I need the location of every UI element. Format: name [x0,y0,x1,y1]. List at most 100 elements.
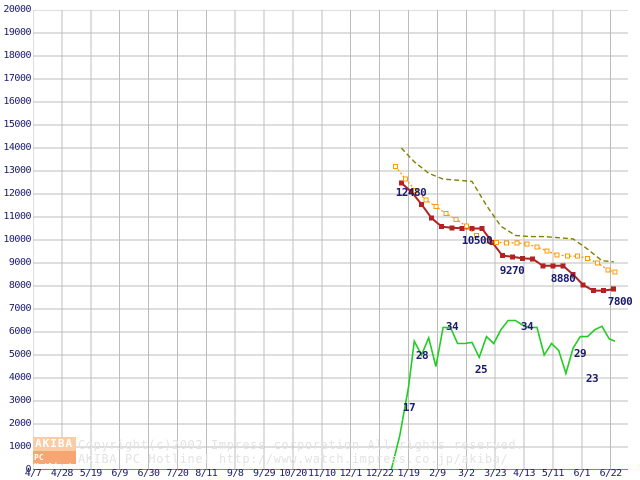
x-tick-label: 12/22 [365,468,394,479]
red-marker [590,288,596,294]
orange-marker [612,269,618,275]
red-marker [560,263,566,269]
x-tick-label: 7/20 [166,468,189,479]
y-tick-label: 20000 [3,4,31,15]
orange-marker [504,240,510,246]
y-tick-label: 1000 [8,441,32,452]
red-marker [509,254,515,260]
x-axis-tick-labels: 4/7 4/28 5/19 6/9 6/30 7/20 8/11 9/8 9/29 10/20 11… [0,468,640,480]
y-tick-label: 12000 [3,188,31,199]
red-marker [600,288,606,294]
y-axis-tick-labels: 0 1000 2000 3000 4000 5000 6000 7000 8000 9000 100… [0,0,31,480]
x-tick-label: 1/19 [397,468,420,479]
orange-marker [534,244,540,250]
x-tick-label: 6/22 [599,468,623,479]
y-tick-label: 13000 [3,165,31,176]
x-tick-label: 2/9 [429,468,446,479]
orange-marker [564,253,570,259]
y-tick-label: 4000 [8,372,32,383]
y-tick-label: 2000 [8,418,32,429]
grid-lines [33,10,628,470]
red-marker [418,201,424,207]
orange-marker [524,241,530,247]
orange-marker [544,248,550,254]
red-marker [520,255,526,261]
x-tick-label: 3/2 [457,468,475,479]
data-point-label: 17 [402,401,416,414]
orange-marker [585,255,591,261]
data-series [390,147,618,470]
red-marker [459,225,465,231]
y-tick-label: 11000 [3,211,31,222]
y-tick-label: 0 [25,464,31,475]
x-tick-label: 4/7 [24,468,42,479]
y-tick-label: 9000 [8,257,32,268]
olive-dashed-line [400,147,614,263]
y-tick-label: 17000 [3,73,31,84]
orange-marker [605,267,611,273]
orange-marker [483,238,489,244]
x-tick-label: 5/19 [79,468,103,479]
data-point-label: 10500 [461,234,493,247]
y-tick-label: 8000 [8,280,32,291]
data-point-label: 34 [445,320,459,333]
red-marker [530,256,536,262]
red-marker [449,225,455,231]
y-tick-label: 6000 [8,326,32,337]
x-tick-label: 12/1 [339,468,363,479]
orange-marker [574,253,580,259]
data-point-label: 7800 [607,295,633,308]
orange-marker [423,197,429,203]
data-point-label: 8880 [550,272,576,285]
orange-marker [392,163,398,169]
x-tick-label: 4/28 [50,468,74,479]
data-point-label: 34 [520,320,534,333]
orange-marker [443,211,449,217]
green-count-line [390,319,616,470]
x-tick-label: 6/1 [573,468,591,479]
orange-marker [403,176,409,182]
x-tick-label: 6/30 [137,468,160,479]
data-point-label: 25 [474,363,488,376]
x-tick-label: 3/23 [484,468,507,479]
red-marker [550,263,556,269]
orange-marker [494,239,500,245]
data-point-label: 12480 [395,186,427,199]
orange-marker [554,252,560,258]
y-tick-label: 16000 [3,96,31,107]
y-tick-label: 7000 [8,303,32,314]
red-marker [398,180,404,186]
red-marker [469,226,475,231]
y-tick-label: 14000 [3,142,31,153]
y-tick-label: 3000 [8,395,32,406]
data-point-label: 29 [573,347,587,360]
x-tick-label: 9/8 [226,468,244,479]
orange-marker [433,204,439,210]
red-marker [611,286,617,292]
red-marker [439,224,445,230]
orange-marker [514,240,520,246]
x-tick-label: 9/29 [253,468,276,479]
y-tick-label: 19000 [3,27,31,38]
red-marker [570,272,576,277]
y-tick-label: 15000 [3,119,31,130]
red-marker [499,253,505,259]
orange-marker [595,260,601,266]
red-marker [540,263,546,269]
orange-marker [463,223,469,229]
red-marker [479,226,485,231]
orange-marker [413,188,419,194]
red-marker [429,215,435,221]
y-tick-label: 5000 [8,349,32,360]
y-tick-label: 18000 [3,50,31,61]
red-price-line [400,182,614,292]
x-tick-label: 4/13 [512,468,536,479]
x-tick-label: 10/20 [279,468,307,479]
orange-dotted-line [394,165,616,273]
plot-area [33,10,628,470]
y-tick-label: 10000 [3,234,31,245]
data-point-label: 9270 [499,264,525,277]
orange-marker [473,232,479,238]
data-point-label: 23 [585,372,599,385]
x-tick-label: 6/9 [111,468,128,479]
